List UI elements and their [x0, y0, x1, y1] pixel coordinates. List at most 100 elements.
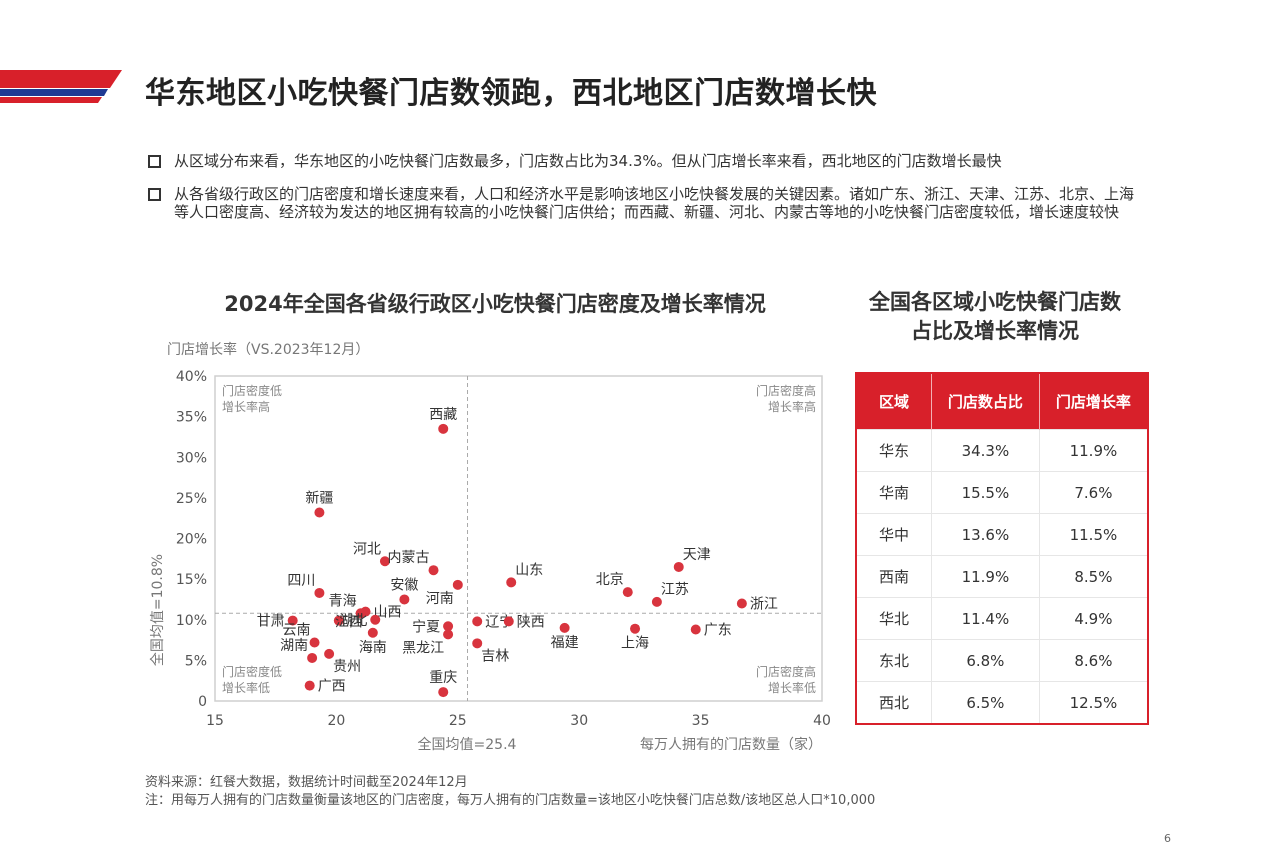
bullet-text: 从各省级行政区的门店密度和增长速度来看，人口和经济水平是影响该地区小吃快餐发展的… [174, 185, 1135, 221]
table-row: 华北 11.4% 4.9% [856, 597, 1148, 640]
data-point-label: 青海 [329, 593, 357, 609]
note-text: 注：用每万人拥有的门店数量衡量该地区的门店密度，每万人拥有的门店数量=该地区小吃… [145, 793, 876, 808]
header-banner-decoration [0, 70, 122, 103]
table-cell: 8.6% [1039, 639, 1148, 682]
table-cell: 11.9% [931, 555, 1040, 598]
data-point-label: 浙江 [750, 597, 778, 613]
data-point [379, 556, 390, 567]
table-cell: 15.5% [931, 471, 1040, 514]
y-tick-label: 15% [176, 572, 207, 588]
table-cell: 34.3% [931, 429, 1040, 472]
source-text: 资料来源：红餐大数据，数据统计时间截至2024年12月 [145, 775, 468, 790]
data-point-label: 湖北 [339, 613, 367, 629]
table-cell: 东北 [856, 639, 932, 682]
table-cell: 华东 [856, 429, 932, 472]
x-tick-label: 30 [570, 713, 588, 729]
data-point-label: 陕西 [517, 614, 545, 630]
data-point [314, 587, 325, 598]
data-point-label: 广东 [704, 623, 732, 639]
data-point [559, 622, 570, 633]
data-point-label: 四川 [287, 573, 315, 589]
data-point [630, 623, 641, 634]
y-tick-label: 30% [176, 450, 207, 466]
data-point [503, 616, 514, 627]
table-header-row: 区域 门店数占比 门店增长率 [856, 373, 1148, 430]
bullet-square-icon [148, 155, 161, 168]
y-tick-label: 35% [176, 410, 207, 426]
quadrant-label: 门店密度高增长率低 [756, 664, 816, 695]
table-cell: 12.5% [1039, 681, 1148, 724]
data-point [304, 680, 315, 691]
data-point [506, 577, 517, 588]
chart-title: 2024年全国各省级行政区小吃快餐门店密度及增长率情况 [224, 292, 766, 316]
table-row: 华南 15.5% 7.6% [856, 471, 1148, 514]
table-cell: 11.4% [931, 597, 1040, 640]
data-point-label: 贵州 [333, 659, 361, 675]
table-cell: 13.6% [931, 513, 1040, 556]
data-point [622, 587, 633, 598]
source-notes: 资料来源：红餐大数据，数据统计时间截至2024年12月 注：用每万人拥有的门店数… [145, 774, 875, 810]
data-point-label: 河南 [426, 591, 454, 607]
table-title-line: 占比及增长率情况 [911, 319, 1079, 343]
table-cell: 6.5% [931, 681, 1040, 724]
table-cell: 华北 [856, 597, 932, 640]
table-title-line: 全国各区域小吃快餐门店数 [869, 290, 1121, 314]
page-number: 6 [1164, 832, 1171, 845]
data-point [736, 598, 747, 609]
bullet-text: 从区域分布来看，华东地区的小吃快餐门店数最多，门店数占比为34.3%。但从门店增… [174, 152, 1002, 170]
table-row: 东北 6.8% 8.6% [856, 639, 1148, 682]
data-point-label: 天津 [683, 547, 711, 563]
data-point-label: 福建 [551, 635, 579, 651]
table-title: 全国各区域小吃快餐门店数 占比及增长率情况 [845, 288, 1145, 346]
data-point [307, 652, 318, 663]
data-point-label: 上海 [621, 636, 649, 652]
data-point [438, 687, 449, 698]
table-cell: 7.6% [1039, 471, 1148, 514]
table-cell: 华南 [856, 471, 932, 514]
data-point [370, 614, 381, 625]
data-point-label: 湖南 [280, 638, 308, 654]
data-point [452, 579, 463, 590]
table-cell: 西北 [856, 681, 932, 724]
data-point-label: 广西 [318, 679, 346, 695]
table-cell: 11.5% [1039, 513, 1148, 556]
data-point-label: 山东 [515, 562, 543, 578]
data-point [367, 627, 378, 638]
bullet-square-icon [148, 188, 161, 201]
data-point [399, 594, 410, 605]
x-average-label: 全国均值=25.4 [418, 736, 517, 753]
quadrant-label: 门店密度低增长率低 [222, 664, 282, 695]
quadrant-label: 门店密度低增长率高 [222, 383, 282, 414]
data-point [690, 624, 701, 635]
quadrant-label: 门店密度高增长率高 [756, 383, 816, 414]
data-point [333, 615, 344, 626]
table-row: 华东 34.3% 11.9% [856, 429, 1148, 472]
data-point [443, 621, 454, 632]
table-row: 华中 13.6% 11.5% [856, 513, 1148, 556]
table-cell: 8.5% [1039, 555, 1148, 598]
column-header: 门店数占比 [931, 373, 1040, 430]
page-title: 华东地区小吃快餐门店数领跑，西北地区门店数增长快 [145, 76, 877, 111]
data-point-label: 江苏 [661, 582, 689, 598]
data-point-label: 北京 [596, 572, 624, 588]
y-average-label: 全国均值=10.8% [149, 554, 166, 666]
data-point [673, 561, 684, 572]
table-row: 西北 6.5% 12.5% [856, 681, 1148, 724]
data-point-label: 云南 [283, 623, 311, 639]
column-header: 区域 [856, 373, 932, 430]
column-header: 门店增长率 [1039, 373, 1148, 430]
data-point [428, 565, 439, 576]
y-tick-label: 25% [176, 491, 207, 507]
data-point [309, 637, 320, 648]
data-point [443, 629, 454, 640]
bullet-point: 从各省级行政区的门店密度和增长速度来看，人口和经济水平是影响该地区小吃快餐发展的… [148, 185, 1148, 221]
plot-area [214, 375, 823, 702]
data-point-label: 重庆 [429, 670, 457, 686]
data-point [472, 638, 483, 649]
data-point-label: 海南 [359, 640, 387, 656]
table-cell: 华中 [856, 513, 932, 556]
y-tick-label: 10% [176, 613, 207, 629]
x-tick-label: 25 [449, 713, 467, 729]
data-point-label: 黑龙江 [402, 640, 444, 656]
bullet-point: 从区域分布来看，华东地区的小吃快餐门店数最多，门店数占比为34.3%。但从门店增… [148, 152, 1148, 170]
